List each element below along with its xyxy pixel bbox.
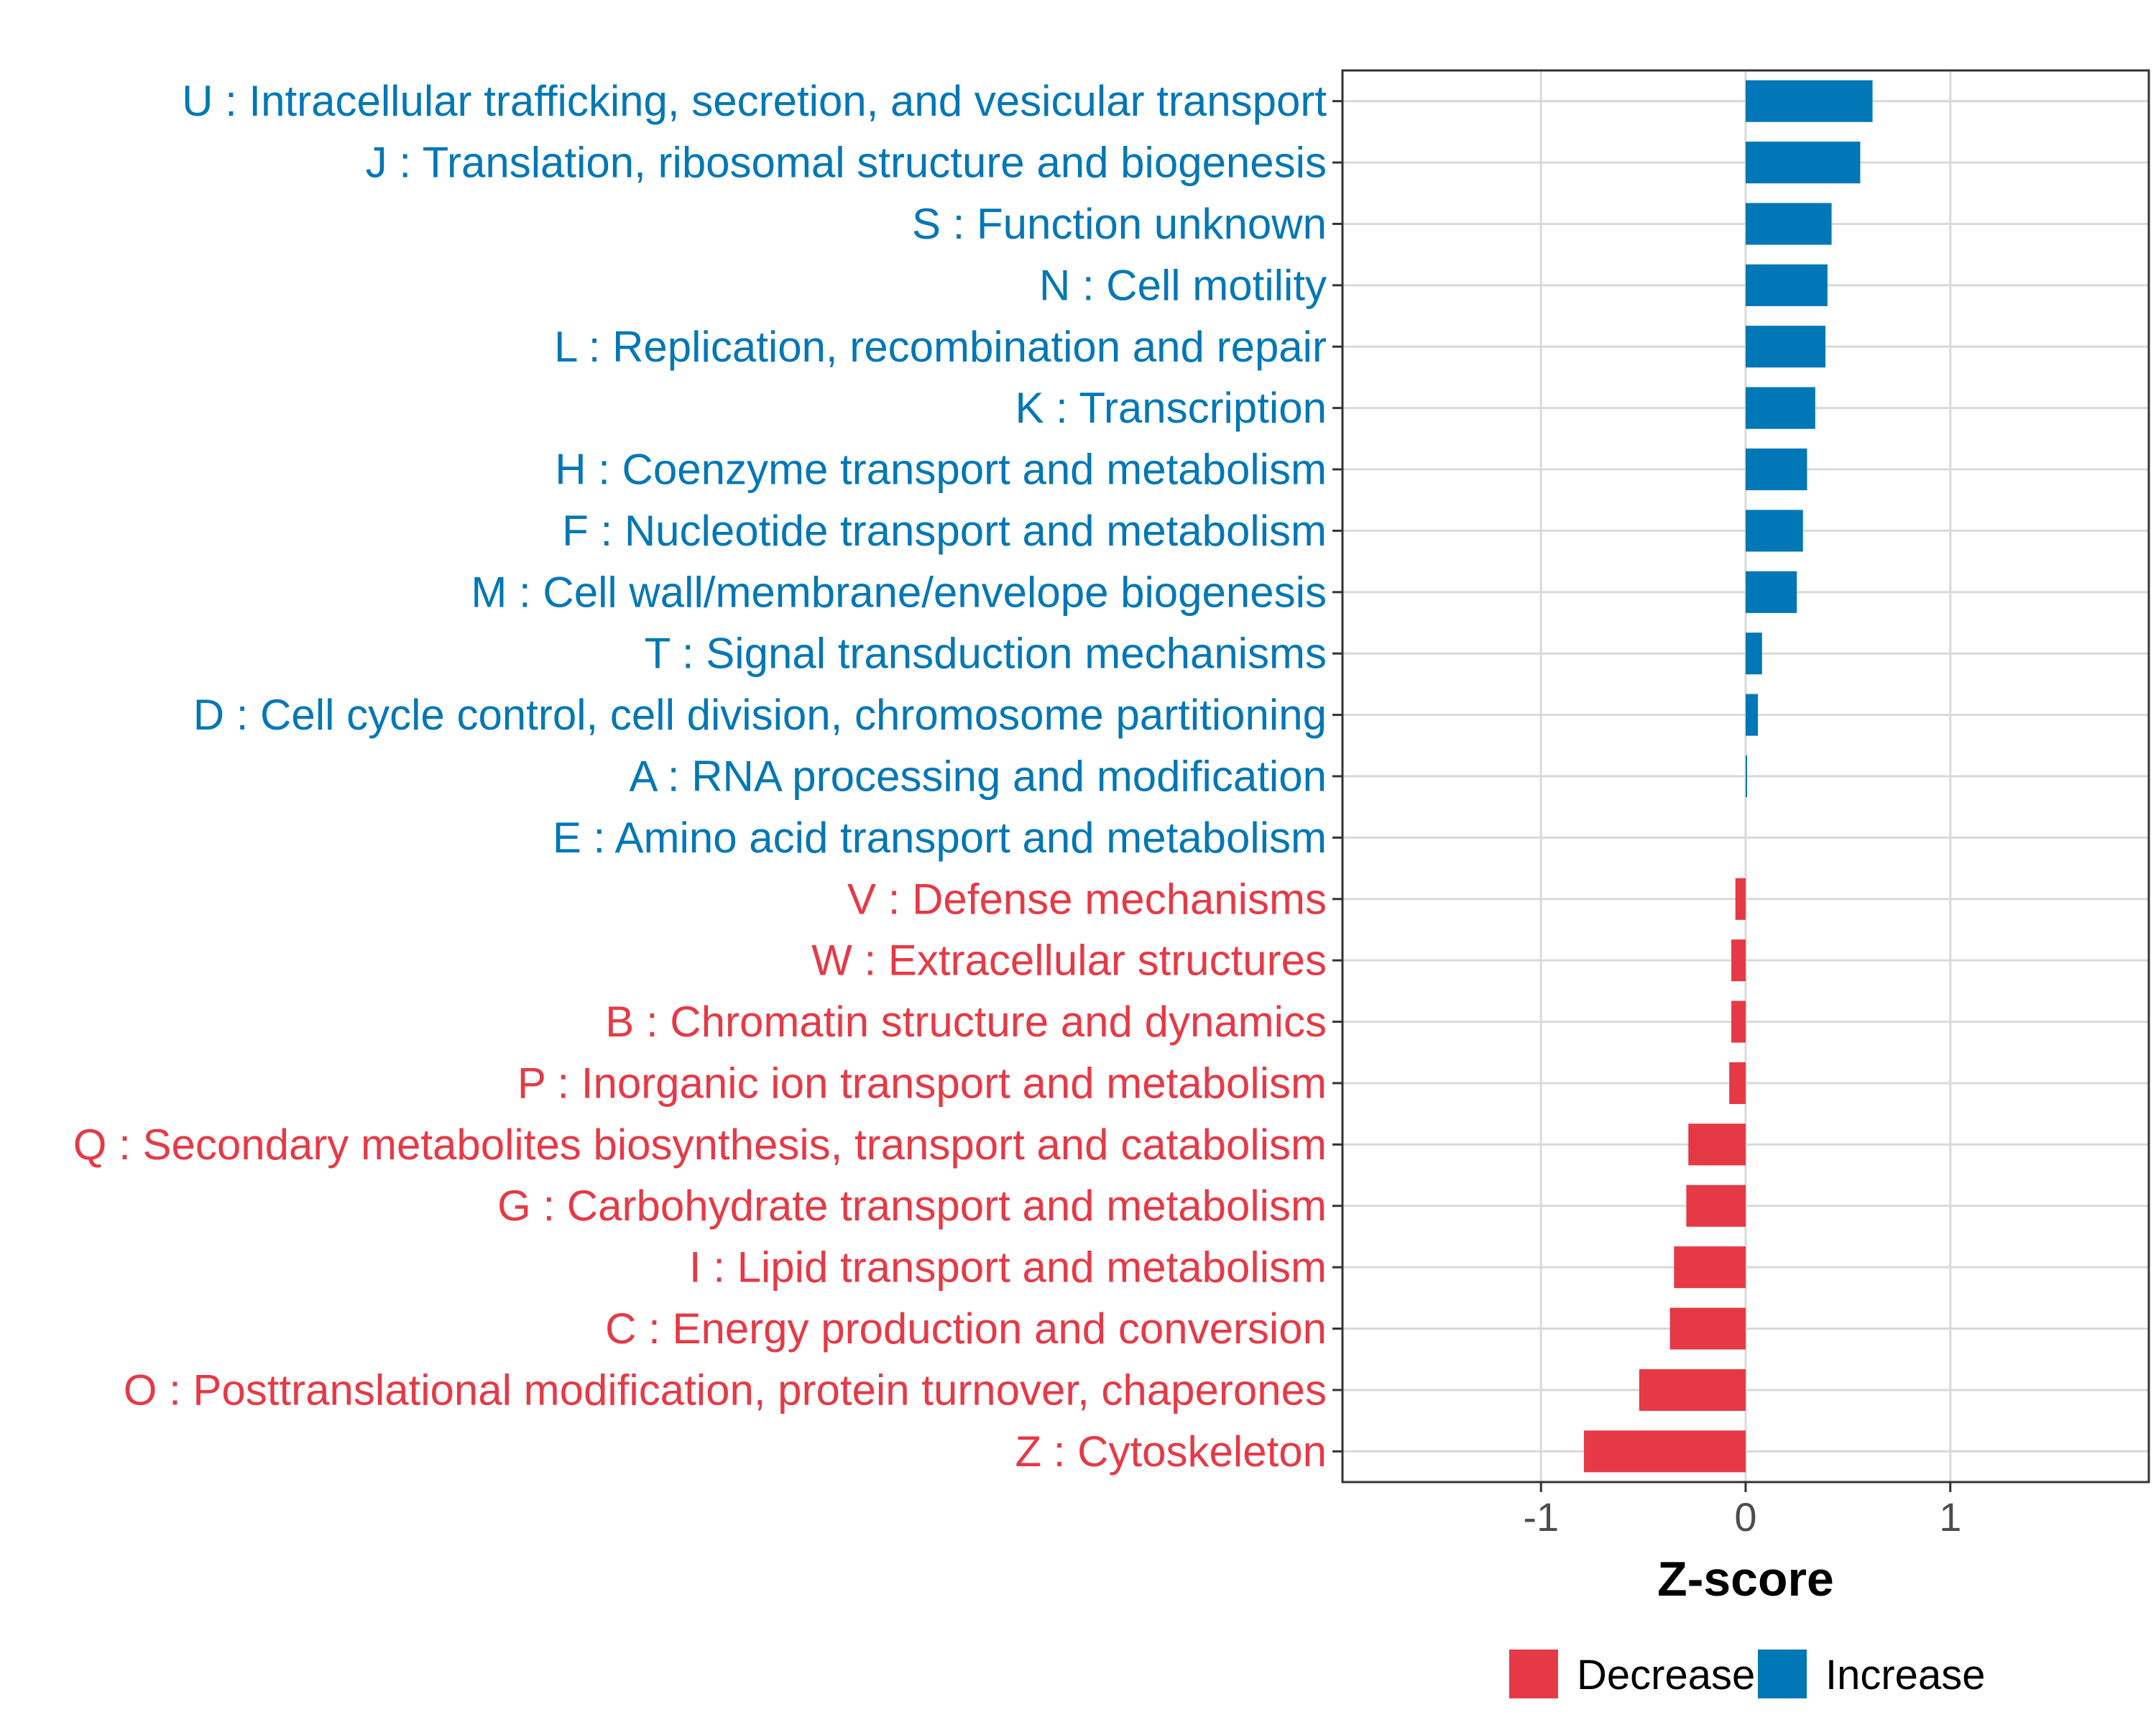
y-tick-label: U : Intracellular trafficking, secretion… (182, 77, 1327, 125)
y-tick-label: K : Transcription (1015, 384, 1327, 432)
bar (1746, 264, 1828, 306)
y-tick-label: J : Translation, ribosomal structure and… (366, 139, 1327, 187)
y-tick-label: L : Replication, recombination and repai… (554, 323, 1327, 371)
bar (1686, 1184, 1746, 1227)
x-tick-label: -1 (1523, 1494, 1559, 1540)
y-tick-label: I : Lipid transport and metabolism (689, 1243, 1327, 1292)
bar (1746, 326, 1826, 368)
legend-swatch-increase (1758, 1650, 1807, 1698)
bar (1746, 510, 1803, 552)
bar (1746, 694, 1759, 736)
bar (1639, 1368, 1746, 1411)
bar (1746, 571, 1797, 613)
bar (1729, 1062, 1746, 1104)
y-tick-label: M : Cell wall/membrane/envelope biogenes… (471, 568, 1327, 616)
bar (1735, 878, 1746, 920)
y-axis: U : Intracellular trafficking, secretion… (73, 77, 1342, 1476)
bar (1669, 1307, 1746, 1350)
bar (1746, 448, 1807, 491)
y-tick-label: F : Nucleotide transport and metabolism (562, 507, 1327, 555)
y-tick-label: D : Cell cycle control, cell division, c… (193, 691, 1327, 739)
legend-swatch-decrease (1509, 1650, 1558, 1698)
y-tick-label: C : Energy production and conversion (605, 1305, 1327, 1353)
legend-label-increase: Increase (1825, 1652, 1985, 1698)
y-tick-label: E : Amino acid transport and metabolism (553, 814, 1327, 862)
legend: Decrease Increase (1509, 1650, 1985, 1698)
y-tick-label: Q : Secondary metabolites biosynthesis, … (73, 1121, 1327, 1169)
bar (1731, 939, 1746, 982)
y-tick-label: V : Defense mechanisms (847, 875, 1327, 923)
x-axis: -1 0 1 (1523, 1482, 1961, 1540)
bar (1746, 387, 1815, 429)
y-tick-label: N : Cell motility (1039, 261, 1327, 309)
bar (1746, 203, 1832, 245)
bars (1584, 80, 1873, 1473)
bar (1584, 1430, 1746, 1473)
bar (1688, 1123, 1746, 1166)
y-tick-label: S : Function unknown (912, 200, 1327, 248)
y-tick-label: Z : Cytoskeleton (1015, 1427, 1327, 1476)
y-tick-label: O : Posttranslational modification, prot… (124, 1366, 1327, 1414)
bar (1746, 80, 1873, 122)
bar (1674, 1246, 1746, 1289)
y-tick-label: B : Chromatin structure and dynamics (605, 998, 1327, 1046)
y-tick-label: H : Coenzyme transport and metabolism (555, 446, 1327, 494)
bar (1731, 1000, 1746, 1043)
y-tick-label: A : RNA processing and modification (629, 753, 1327, 801)
bar (1746, 632, 1762, 675)
bar (1746, 755, 1747, 798)
y-tick-label: G : Carbohydrate transport and metabolis… (497, 1182, 1327, 1230)
x-tick-label: 0 (1734, 1494, 1756, 1540)
x-axis-title: Z-score (1657, 1552, 1834, 1606)
bar (1746, 142, 1861, 184)
legend-label-decrease: Decrease (1577, 1652, 1755, 1698)
y-tick-label: T : Signal transduction mechanisms (645, 630, 1327, 678)
y-tick-label: P : Inorganic ion transport and metaboli… (517, 1059, 1327, 1107)
y-tick-label: W : Extracellular structures (811, 937, 1327, 985)
x-tick-label: 1 (1939, 1494, 1961, 1540)
